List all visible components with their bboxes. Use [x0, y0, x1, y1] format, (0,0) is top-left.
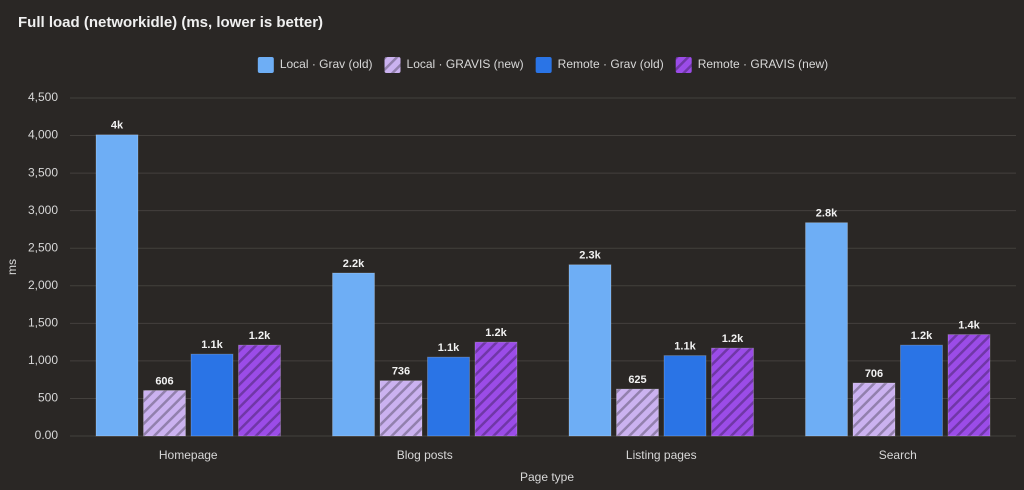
data-label: 2.3k	[579, 250, 601, 262]
legend-swatch	[257, 57, 274, 73]
legend-label: Remote · Grav (old)	[558, 57, 664, 71]
data-label: 1.1k	[201, 339, 223, 351]
x-tick-label: Listing pages	[626, 448, 697, 462]
bar	[143, 390, 186, 437]
x-tick-label: Homepage	[159, 448, 218, 462]
bar	[238, 344, 281, 437]
bar	[616, 388, 659, 437]
legend-swatch	[675, 57, 692, 73]
y-tick-label: 4,500	[28, 90, 58, 104]
data-label: 606	[155, 375, 173, 387]
y-tick-label: 3,000	[28, 203, 58, 217]
legend-swatch	[384, 57, 401, 73]
bar	[900, 344, 943, 437]
x-tick-label: Blog posts	[397, 448, 453, 462]
legend-item: Remote · GRAVIS (new)	[675, 57, 828, 73]
bar	[190, 353, 234, 437]
data-label: 1.2k	[722, 333, 744, 345]
y-tick-label: 1,000	[28, 353, 58, 367]
x-tick-label: Search	[879, 448, 917, 462]
data-label: 1.2k	[911, 330, 933, 342]
bar	[805, 222, 848, 437]
y-tick-label: 1,500	[28, 316, 58, 330]
bar	[568, 264, 612, 437]
bar	[711, 347, 754, 437]
bar	[852, 382, 896, 437]
data-label: 2.8k	[816, 208, 838, 220]
data-label: 736	[392, 366, 410, 378]
y-tick-label: 3,500	[28, 165, 58, 179]
data-label: 1.4k	[958, 320, 980, 332]
bar	[474, 341, 518, 437]
data-label: 1.2k	[485, 327, 507, 339]
data-label: 1.2k	[249, 330, 271, 342]
data-label: 4k	[111, 120, 124, 132]
bar	[332, 272, 375, 437]
y-tick-label: 500	[38, 391, 58, 405]
data-label: 706	[865, 368, 883, 380]
y-tick-label: 2,000	[28, 278, 58, 292]
chart-title: Full load (networkidle) (ms, lower is be…	[18, 14, 323, 31]
legend-label: Local · Grav (old)	[280, 57, 373, 71]
data-label: 1.1k	[438, 342, 460, 354]
y-tick-label: 4,000	[28, 128, 58, 142]
bar	[379, 380, 423, 437]
bar	[947, 334, 991, 437]
data-label: 2.2k	[343, 258, 365, 270]
legend-label: Remote · GRAVIS (new)	[698, 57, 828, 71]
bar	[427, 356, 470, 437]
legend-item: Remote · Grav (old)	[535, 57, 664, 73]
data-label: 1.1k	[674, 341, 696, 353]
y-tick-label: 2,500	[28, 240, 58, 254]
legend-label: Local · GRAVIS (new)	[407, 57, 524, 71]
x-axis-title: Page type	[520, 470, 574, 484]
legend-item: Local · Grav (old)	[257, 57, 373, 73]
legend-swatch	[535, 57, 552, 73]
bar	[663, 355, 707, 437]
y-tick-label: 0.00	[35, 428, 59, 442]
data-label: 625	[628, 374, 646, 386]
bar	[95, 134, 139, 437]
legend-item: Local · GRAVIS (new)	[384, 57, 524, 73]
y-axis-title: ms	[5, 259, 19, 275]
